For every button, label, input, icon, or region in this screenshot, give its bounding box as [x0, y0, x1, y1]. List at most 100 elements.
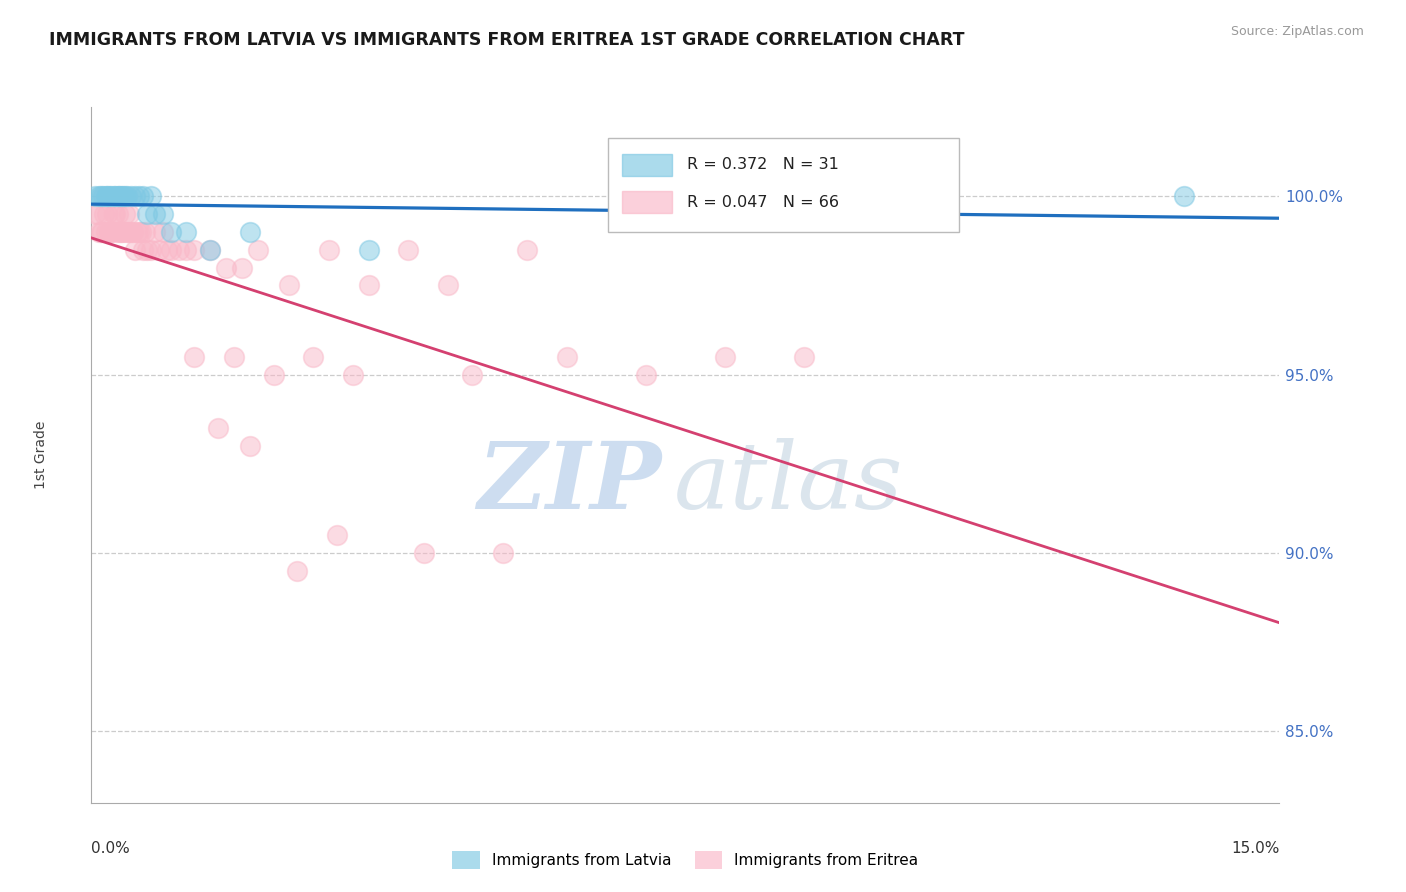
Text: atlas: atlas: [673, 438, 903, 528]
Point: [110, 189, 132, 203]
Point: [183, 243, 205, 257]
Point: [120, 189, 142, 203]
Point: [159, 243, 181, 257]
Point: [159, 225, 181, 239]
Point: [342, 368, 364, 382]
Point: [555, 350, 578, 364]
Point: [115, 225, 138, 239]
Point: [104, 189, 127, 203]
Point: [139, 243, 162, 257]
Point: [198, 243, 221, 257]
Point: [152, 225, 174, 239]
Point: [135, 207, 157, 221]
Point: [263, 368, 285, 382]
Point: [97, 225, 120, 239]
Point: [96, 207, 118, 221]
Point: [90, 189, 112, 203]
Point: [114, 189, 136, 203]
Point: [121, 225, 143, 239]
Point: [460, 368, 482, 382]
Point: [357, 243, 380, 257]
Point: [128, 225, 150, 239]
Point: [516, 243, 538, 257]
Point: [128, 189, 150, 203]
Point: [176, 243, 198, 257]
Point: [91, 225, 114, 239]
Point: [143, 225, 166, 239]
Point: [105, 225, 128, 239]
Point: [215, 260, 238, 275]
Point: [413, 546, 436, 560]
Bar: [623, 191, 672, 213]
Text: 15.0%: 15.0%: [1232, 841, 1279, 856]
Text: IMMIGRANTS FROM LATVIA VS IMMIGRANTS FROM ERITREA 1ST GRADE CORRELATION CHART: IMMIGRANTS FROM LATVIA VS IMMIGRANTS FRO…: [49, 31, 965, 49]
Point: [222, 350, 245, 364]
Point: [112, 225, 135, 239]
Point: [120, 225, 142, 239]
Point: [198, 243, 221, 257]
Point: [84, 189, 107, 203]
Point: [115, 189, 138, 203]
Bar: [623, 153, 672, 176]
Point: [357, 278, 380, 293]
FancyBboxPatch shape: [609, 138, 959, 232]
Text: Source: ZipAtlas.com: Source: ZipAtlas.com: [1230, 25, 1364, 38]
Point: [148, 243, 170, 257]
Point: [96, 189, 118, 203]
Point: [124, 189, 146, 203]
Point: [107, 207, 129, 221]
Point: [152, 207, 174, 221]
Point: [1173, 189, 1195, 203]
Point: [129, 225, 152, 239]
Point: [176, 225, 198, 239]
Point: [107, 189, 129, 203]
Point: [118, 207, 141, 221]
Point: [436, 278, 458, 293]
Point: [117, 225, 139, 239]
Legend: Immigrants from Latvia, Immigrants from Eritrea: Immigrants from Latvia, Immigrants from …: [446, 846, 925, 875]
Text: 1st Grade: 1st Grade: [35, 421, 48, 489]
Point: [90, 225, 112, 239]
Point: [94, 225, 117, 239]
Point: [114, 207, 136, 221]
Point: [239, 439, 262, 453]
Point: [110, 225, 132, 239]
Point: [793, 350, 815, 364]
Point: [167, 243, 190, 257]
Point: [108, 189, 131, 203]
Point: [93, 207, 115, 221]
Point: [714, 350, 737, 364]
Point: [101, 225, 124, 239]
Point: [103, 207, 125, 221]
Point: [492, 546, 515, 560]
Point: [143, 207, 166, 221]
Point: [139, 189, 162, 203]
Point: [183, 350, 205, 364]
Text: R = 0.047   N = 66: R = 0.047 N = 66: [686, 194, 838, 210]
Point: [112, 189, 135, 203]
Point: [132, 243, 155, 257]
Point: [103, 189, 125, 203]
Point: [97, 189, 120, 203]
Point: [91, 189, 114, 203]
Point: [239, 225, 262, 239]
Point: [246, 243, 269, 257]
Point: [89, 189, 111, 203]
Point: [108, 225, 131, 239]
Text: ZIP: ZIP: [478, 438, 662, 528]
Point: [278, 278, 301, 293]
Point: [89, 225, 111, 239]
Point: [104, 207, 127, 221]
Point: [124, 243, 146, 257]
Point: [634, 368, 657, 382]
Point: [302, 350, 325, 364]
Point: [396, 243, 419, 257]
Point: [134, 225, 156, 239]
Point: [285, 564, 308, 578]
Point: [87, 207, 110, 221]
Point: [94, 189, 117, 203]
Text: R = 0.372   N = 31: R = 0.372 N = 31: [686, 157, 838, 172]
Point: [100, 225, 122, 239]
Text: 0.0%: 0.0%: [91, 841, 131, 856]
Point: [100, 189, 122, 203]
